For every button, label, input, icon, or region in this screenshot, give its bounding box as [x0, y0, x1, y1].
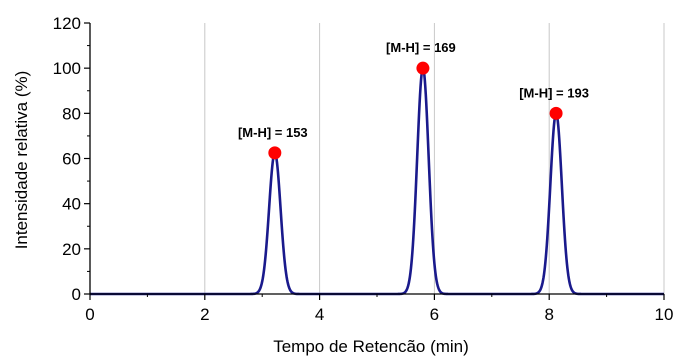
y-axis: 0 20 40 60 80 100 120 — [53, 14, 91, 304]
y-tick-label: 20 — [62, 240, 81, 259]
y-tick-label: 60 — [62, 150, 81, 169]
x-axis-title: Tempo de Retencão (min) — [273, 337, 469, 356]
x-tick-label: 0 — [85, 305, 94, 324]
peak-marker — [416, 61, 430, 75]
peaks: [M-H] = 153 [M-H] = 169 [M-H] = 193 — [238, 40, 589, 160]
x-tick-label: 8 — [544, 305, 553, 324]
y-tick-label: 40 — [62, 195, 81, 214]
grid-lines — [204, 23, 665, 294]
peak-label: [M-H] = 169 — [386, 40, 456, 55]
y-axis-title: Intensidade relativa (%) — [12, 71, 31, 250]
peak-label: [M-H] = 153 — [238, 125, 308, 140]
peak-label: [M-H] = 193 — [519, 85, 589, 100]
y-tick-label: 100 — [53, 59, 81, 78]
plot-area — [89, 66, 665, 296]
x-tick-label: 10 — [655, 305, 673, 324]
x-axis: 0 2 4 6 8 10 — [85, 293, 673, 324]
y-tick-label: 120 — [53, 14, 81, 33]
peak-marker — [549, 106, 563, 120]
x-tick-label: 6 — [430, 305, 439, 324]
x-tick-label: 2 — [200, 305, 209, 324]
peak-marker — [268, 146, 282, 160]
x-tick-label: 4 — [315, 305, 324, 324]
y-tick-label: 0 — [72, 285, 81, 304]
y-tick-label: 80 — [62, 104, 81, 123]
series-line — [89, 66, 665, 296]
